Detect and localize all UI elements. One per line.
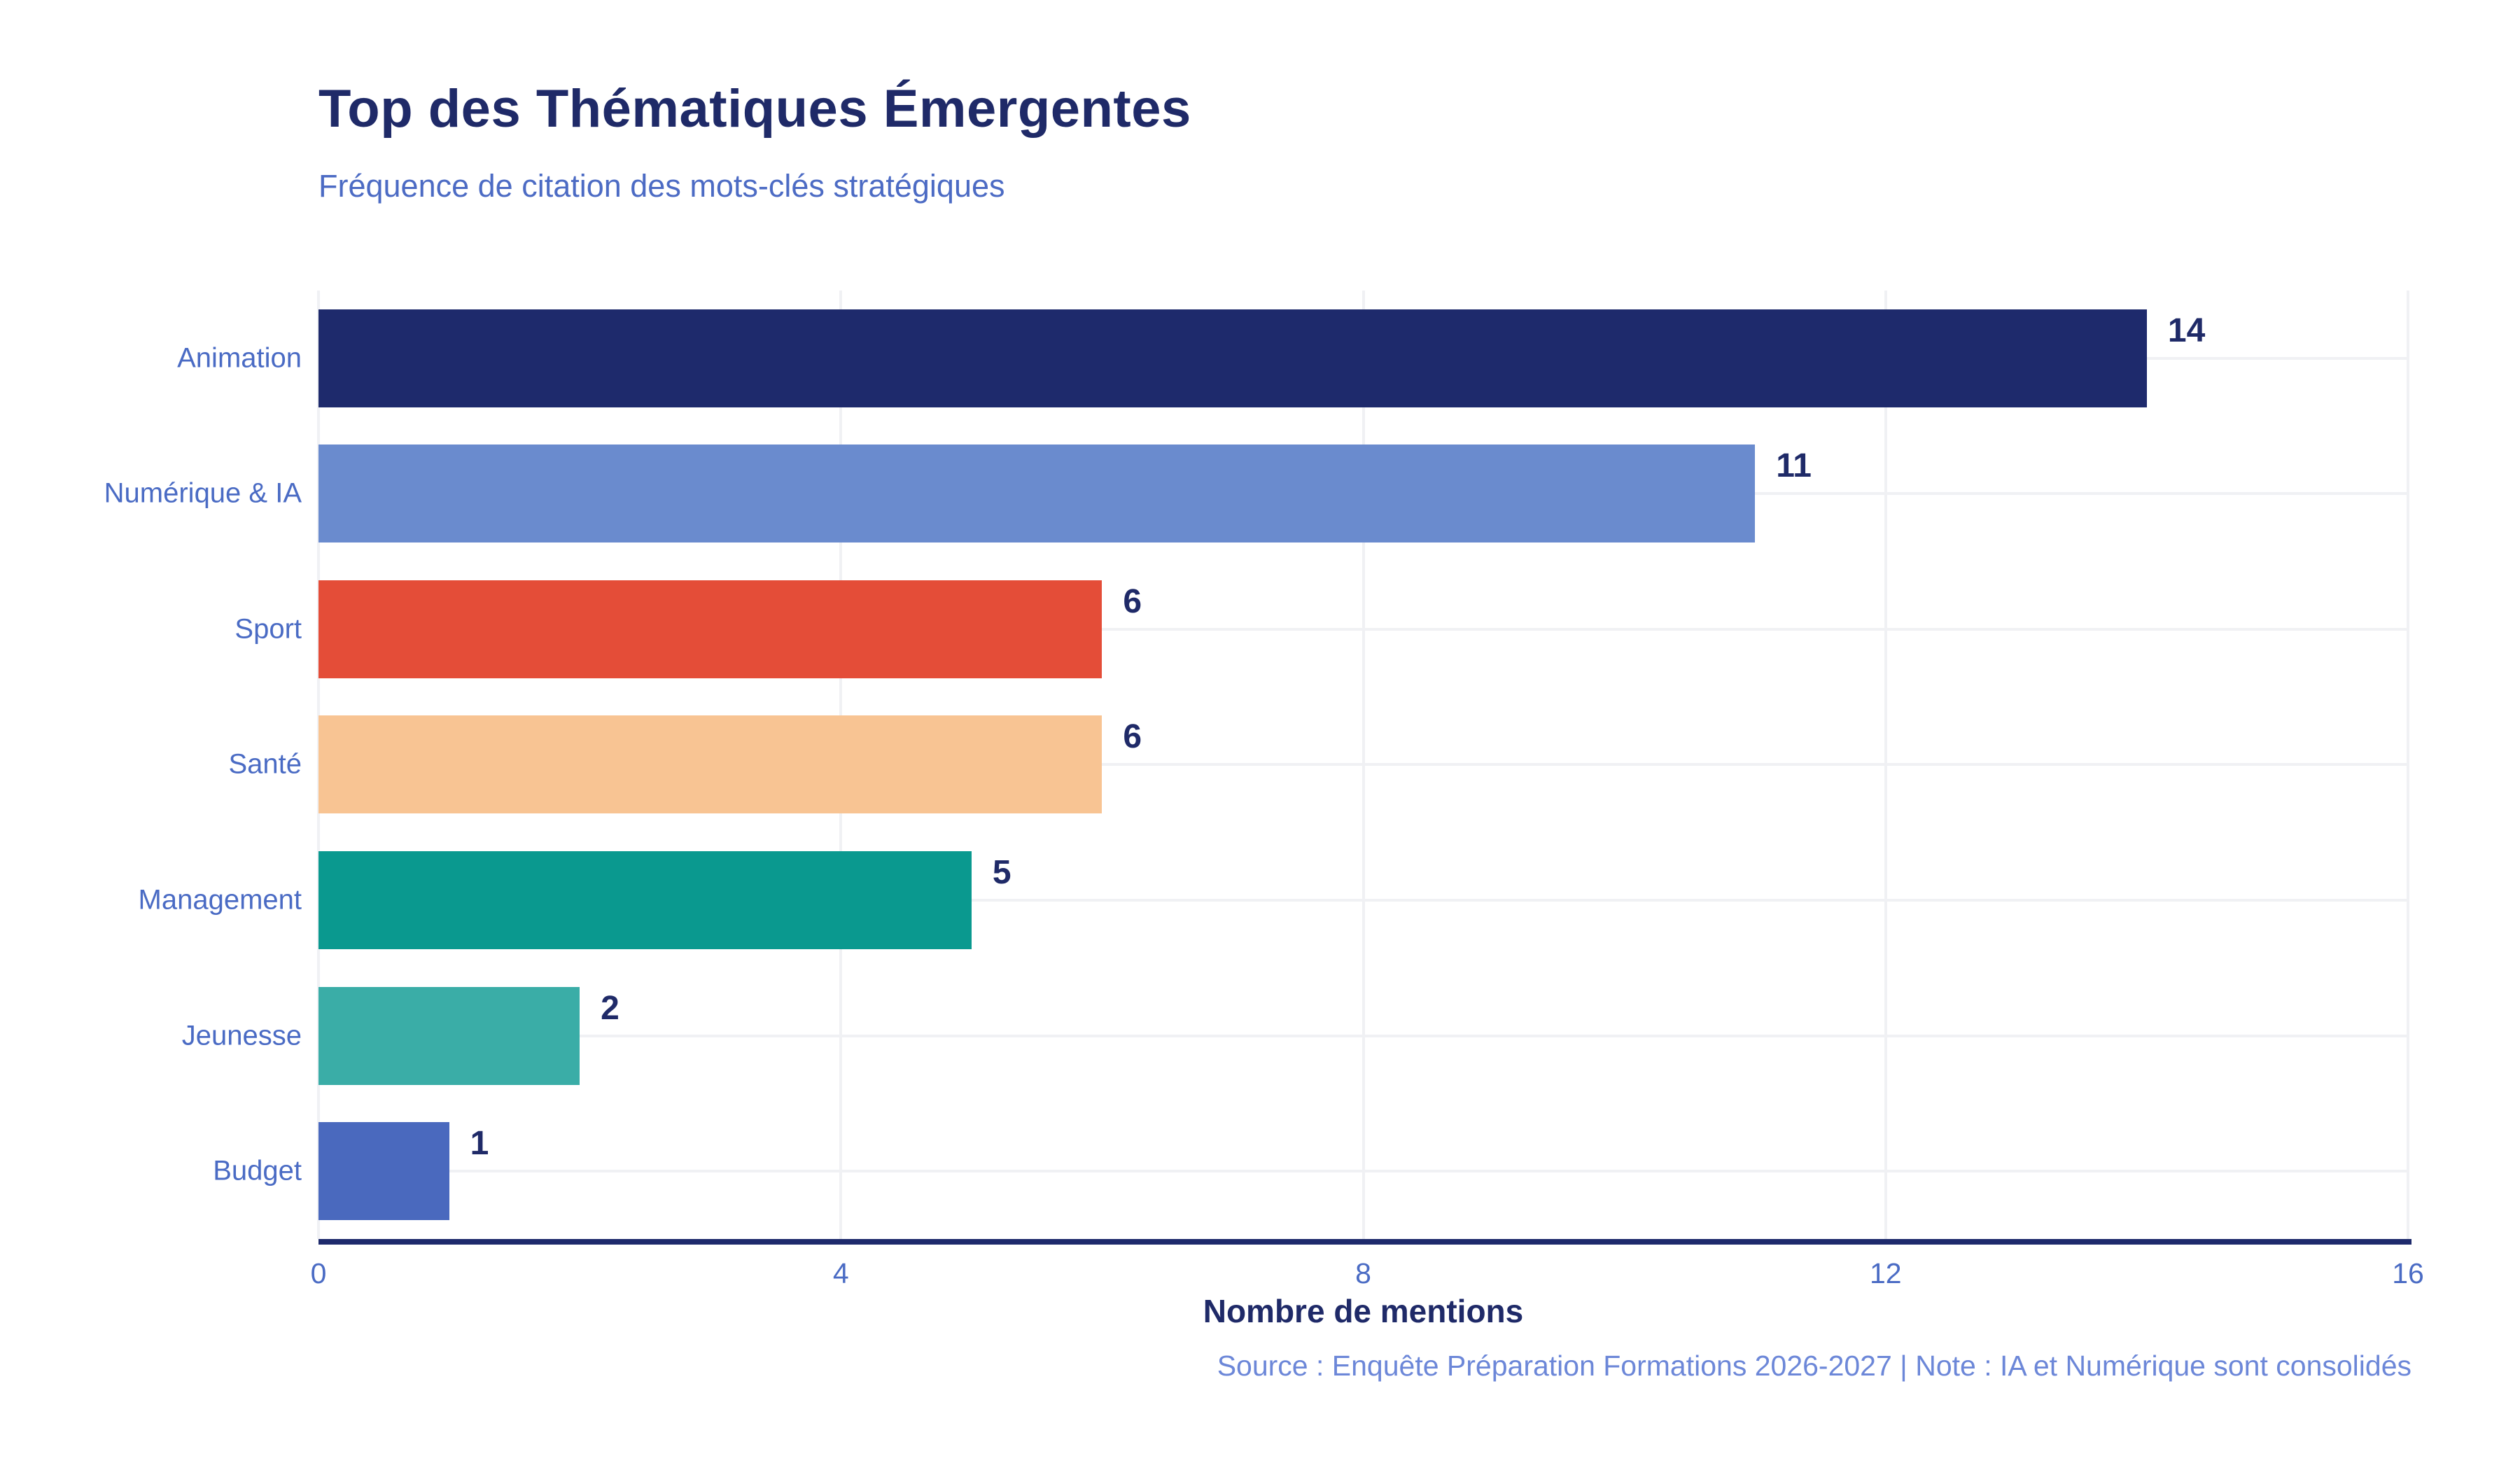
category-label-animation: Animation (177, 342, 302, 374)
value-label-budget: 1 (470, 1125, 489, 1163)
horizontal-gridline (318, 1170, 2408, 1173)
value-label-jeunesse: 2 (601, 989, 620, 1027)
bar-budget (318, 1122, 449, 1221)
bar-numerique-ia (318, 444, 1756, 543)
x-tick-label-4: 4 (832, 1257, 849, 1289)
category-label-budget: Budget (213, 1155, 302, 1186)
category-label-numerique-ia: Numérique & IA (104, 477, 302, 509)
category-label-sport: Sport (234, 613, 302, 645)
value-label-management: 5 (992, 854, 1011, 892)
bar-row: Management 5 (139, 832, 2408, 968)
bar-jeunesse (318, 986, 580, 1085)
source-note: Source : Enquête Préparation Formations … (1217, 1350, 2412, 1382)
horizontal-gridline (318, 899, 2408, 902)
bar-row: Santé 6 (228, 697, 2408, 833)
x-axis-label: Nombre de mentions (1203, 1293, 1524, 1329)
value-label-sante: 6 (1123, 718, 1142, 756)
bar-animation (318, 309, 2147, 407)
value-label-numerique-ia: 11 (1776, 447, 1812, 485)
category-label-management: Management (138, 884, 302, 916)
category-label-jeunesse: Jeunesse (181, 1020, 302, 1051)
bar-row: Numérique & IA 11 (104, 426, 2408, 562)
bar-row: Sport 6 (234, 561, 2408, 697)
x-tick-label-8: 8 (1355, 1257, 1371, 1289)
x-tick-label-12: 12 (1869, 1257, 1902, 1289)
value-label-animation: 14 (2167, 312, 2206, 349)
bar-sante (318, 715, 1102, 814)
x-axis-line (318, 1239, 2412, 1245)
x-tick-label-0: 0 (310, 1257, 327, 1289)
bar-row: Budget 1 (213, 1103, 2408, 1239)
horizontal-gridline (318, 1034, 2408, 1037)
horizontal-gridline (318, 763, 2408, 766)
bar-sport (318, 580, 1102, 678)
chart-title: Top des Thématiques Émergentes (318, 79, 1191, 139)
bar-row: Animation 14 (177, 290, 2408, 426)
vertical-gridline (2407, 290, 2409, 1239)
category-label-sante: Santé (228, 748, 302, 780)
plot-area: Animation 14 Numérique & IA 11 Sport 6 Santé 6 M… (104, 290, 2409, 1239)
value-label-sport: 6 (1123, 582, 1142, 620)
x-tick-label-16: 16 (2392, 1257, 2424, 1289)
chart-subtitle: Fréquence de citation des mots-clés stra… (318, 168, 1005, 204)
bar-row: Jeunesse 2 (182, 968, 2408, 1104)
horizontal-gridline (318, 627, 2408, 631)
x-ticks: 0 4 8 12 16 (311, 1257, 2424, 1292)
bar-management (318, 851, 972, 950)
